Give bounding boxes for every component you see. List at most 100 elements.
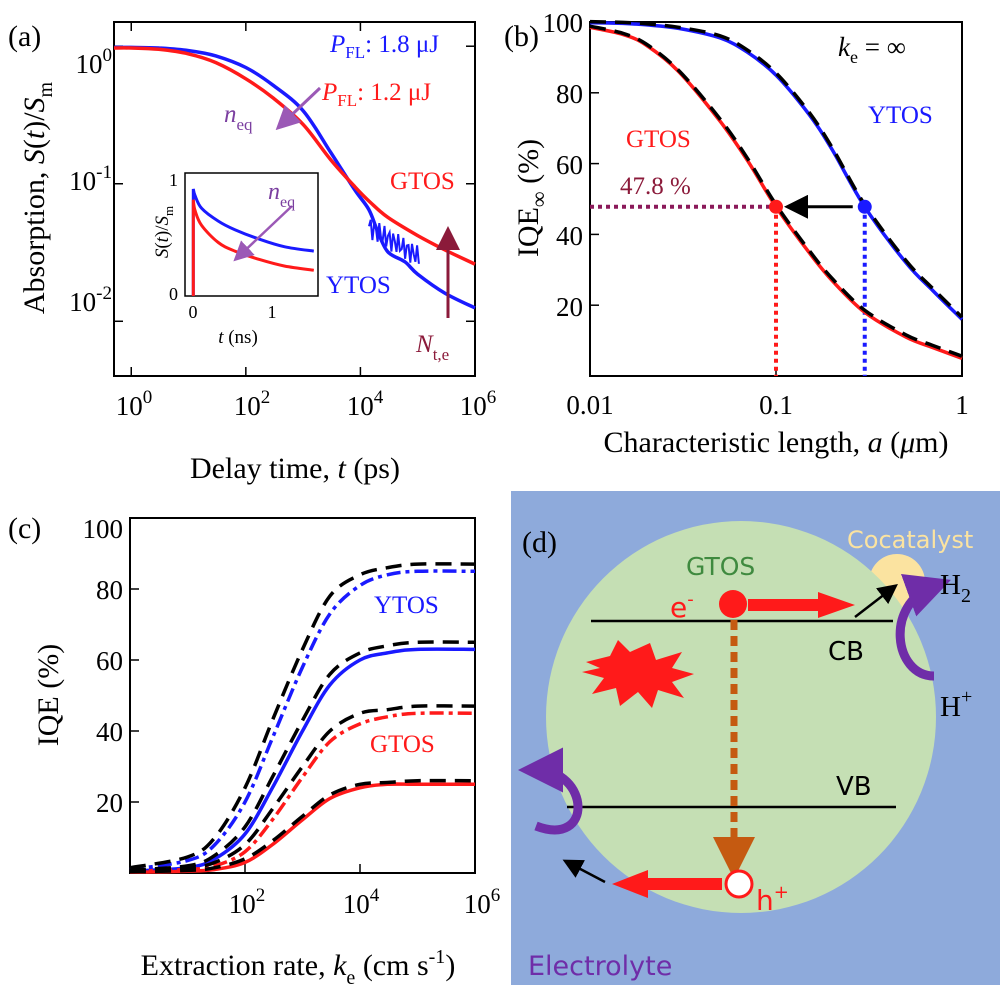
panel-b: (b) 100 80 60 40 20 0.01 0.1 1 Character… [504,8,969,459]
d-vb-label: VB [836,772,872,802]
panel-d: (d) Cocatalyst GTOS CB VB e- h+ H2 H+ El… [511,491,1000,985]
a-ytick-1e0: 100 [76,45,113,79]
d-hole-to-electrolyte-arrow [562,859,606,884]
a-legend-ytos: PFL: 1.8 μJ [329,31,439,62]
c-series-6 [129,704,476,873]
a-xtick-1e0: 100 [116,387,153,421]
c-ytick-80: 80 [96,575,123,605]
d-electrolyte-label: Electrolyte [528,951,672,982]
a-inset-ytick-1: 1 [169,170,178,190]
b-ytos-label: YTOS [868,102,933,129]
d-oxidation-arrow [518,747,583,835]
a-inset-y-label: S(t)/Sm [152,206,176,258]
panel-c-label: (c) [8,512,41,545]
c-xtick-1e2: 102 [229,885,266,919]
a-series-ytos [113,45,476,310]
a-nte-label: Nt,e [415,331,449,364]
a-ytos-label: YTOS [326,272,391,299]
d-gtos-particle [546,521,936,913]
d-electron-transfer-arrow [748,592,855,618]
a-series-gtos [113,46,476,266]
b-xtick-001: 0.01 [566,390,613,420]
d-hole-transfer-arrow [612,870,722,898]
panel-d-label: (d) [522,526,557,559]
b-x-axis-label: Characteristic length, a (μm) [604,426,949,459]
panel-a: (a) 100 102 104 106 100 10-1 10-2 Delay … [8,20,496,485]
a-inset-x-label: t (ns) [218,327,258,348]
b-ytick-40: 40 [556,221,583,251]
a-ytick-1e-1: 10-1 [69,162,112,196]
d-hole [724,869,754,899]
c-xtick-1e4: 104 [343,885,380,919]
c-series-0 [129,569,476,872]
c-ytos-label: YTOS [374,592,439,619]
d-gtos-label: GTOS [686,552,755,581]
panel-c-curves [129,562,476,875]
d-hplus-label: H+ [940,686,972,723]
b-ke-label: ke = ∞ [838,32,906,67]
d-photon-absorption-icon [582,640,694,708]
a-inset-xtick-1: 1 [268,302,277,322]
panel-b-label: (b) [504,20,539,53]
a-inset-curves [191,188,315,296]
c-ytick-20: 20 [96,788,123,818]
c-series-5 [129,640,476,872]
d-cocatalyst-label: Cocatalyst [847,526,973,554]
a-xtick-1e6: 106 [460,387,497,421]
c-y-axis-label: IQE (%) [32,644,65,746]
b-ytick-20: 20 [556,292,583,322]
d-hole-label: h+ [756,882,789,917]
panel-a-inset: neq 1 0 0 1 t (ns) S(t)/Sm [152,170,319,348]
c-ytick-40: 40 [96,717,123,747]
d-h2-label: H2 [940,569,971,607]
d-electron [719,590,747,618]
a-gtos-label: GTOS [390,168,455,195]
d-electron-label: e- [670,589,694,624]
b-marker-point-0 [769,199,783,214]
c-x-axis-label: Extraction rate, ke (cm s-1) [141,946,456,989]
a-ytos-noise [368,219,420,264]
b-fit-gtos [589,24,963,358]
b-xtick-1: 1 [955,390,969,420]
a-inset-neq-arrow [233,205,293,262]
c-series-1 [129,647,476,873]
a-inset-neq-label: neq [268,179,295,211]
b-y-axis-label: IQE∞ (%) [512,139,551,257]
a-xtick-1e4: 104 [347,387,384,421]
c-xtick-1e6: 106 [464,885,501,919]
a-xtick-1e2: 102 [234,387,271,421]
a-inset-series-ytos [191,188,315,296]
a-neq-arrow [275,86,322,131]
panel-b-curves [589,19,964,360]
panel-c-ticks [130,588,476,873]
b-xtick-01: 0.1 [759,390,793,420]
a-legend-gtos: PFL: 1.2 μJ [321,79,431,110]
c-gtos-label: GTOS [370,731,435,758]
c-series-7 [129,778,476,874]
a-y-axis-label: Absorption, S(t)/Sm [18,81,57,314]
b-value-label: 47.8 % [620,173,691,200]
c-ytick-100: 100 [83,514,124,544]
panel-b-ticks [589,21,963,376]
a-neq-label: neq [224,101,253,134]
a-ytick-1e-2: 10-2 [69,283,112,317]
d-h2-evolution-arrow [895,574,951,681]
a-inset-series-gtos [191,199,315,296]
panel-a-plot-frame [113,21,476,377]
panel-b-guides [590,204,867,376]
d-electron-to-cocatalyst-arrow [854,583,898,618]
a-inset-xtick-0: 0 [189,302,198,322]
b-marker-point-1 [857,199,872,214]
a-x-axis-label: Delay time, t (ps) [190,452,400,485]
c-series-4 [129,562,476,870]
b-ytick-80: 80 [556,79,583,109]
c-ytick-60: 60 [96,646,123,676]
panel-a-label: (a) [8,20,41,53]
b-fit-ytos [589,19,964,319]
b-ytick-100: 100 [543,8,584,38]
a-inset-frame [184,172,319,297]
b-gtos-label: GTOS [626,126,691,153]
panel-a-curves [113,45,476,310]
b-ytick-60: 60 [556,150,583,180]
